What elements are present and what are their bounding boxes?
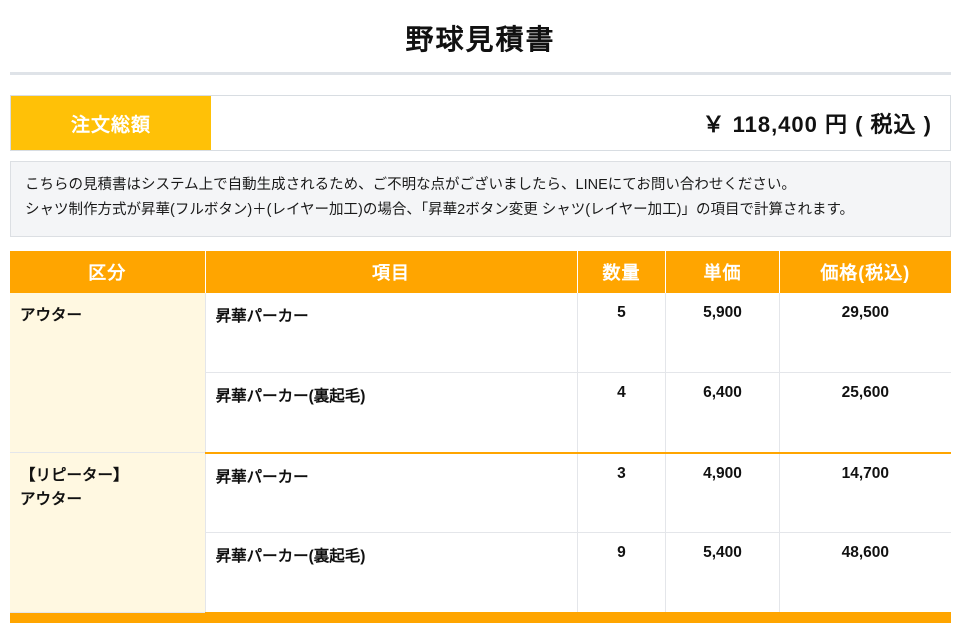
column-header-suryo: 数量	[577, 250, 667, 293]
items-table: 区分 項目 数量 単価 価格(税込) アウター 昇華パーカー 5 5,900 2…	[10, 250, 951, 623]
title-divider	[10, 72, 951, 75]
order-total-value: ￥ 118,400 円 ( 税込 )	[702, 112, 932, 137]
table-row: アウター 昇華パーカー 5 5,900 29,500	[10, 292, 951, 454]
item-name: 昇華パーカー	[205, 452, 578, 534]
item-price: 14,700	[779, 452, 951, 534]
notice-line-2: シャツ制作方式が昇華(フルボタン)＋(レイヤー加工)の場合、「昇華2ボタン変更 …	[25, 202, 854, 219]
table-row: 【リピーター】 アウター 昇華パーカー 3 4,900 14,700	[10, 452, 951, 614]
group-label-repeater-outer: 【リピーター】 アウター	[10, 452, 206, 614]
item-price: 29,500	[779, 292, 951, 374]
order-total-bar: 注文総額 ￥ 118,400 円 ( 税込 )	[10, 95, 951, 151]
items-table-wrapper: 区分 項目 数量 単価 価格(税込) アウター 昇華パーカー 5 5,900 2…	[10, 250, 951, 623]
notice-line-1: こちらの見積書はシステム上で自動生成されるため、ご不明な点がございましたら、LI…	[25, 177, 796, 193]
total-amount: 118,400	[779, 612, 951, 623]
item-price: 48,600	[779, 532, 951, 614]
table-row: 昇華パーカー(裏起毛) 4 6,400 25,600	[10, 372, 951, 454]
item-unit-price: 5,400	[665, 532, 780, 614]
order-total-label: 注文総額	[11, 96, 211, 150]
notice-box: こちらの見積書はシステム上で自動生成されるため、ご不明な点がございましたら、LI…	[10, 161, 951, 237]
column-header-tanka: 単価	[665, 250, 780, 293]
item-name: 昇華パーカー	[205, 292, 578, 374]
group-label-line-2: アウター	[20, 491, 83, 509]
item-quantity: 3	[577, 452, 667, 534]
item-quantity: 4	[577, 372, 667, 454]
total-label: 合計	[10, 612, 780, 623]
item-name: 昇華パーカー(裏起毛)	[205, 532, 578, 614]
item-unit-price: 4,900	[665, 452, 780, 534]
item-name: 昇華パーカー(裏起毛)	[205, 372, 578, 454]
item-unit-price: 5,900	[665, 292, 780, 374]
table-total-row: 合計 118,400	[10, 612, 951, 623]
item-price: 25,600	[779, 372, 951, 454]
group-label-line-1: 【リピーター】	[20, 467, 129, 485]
table-row: 昇華パーカー(裏起毛) 9 5,400 48,600	[10, 532, 951, 614]
column-header-kakaku: 価格(税込)	[779, 250, 951, 293]
page-title: 野球見積書	[405, 24, 556, 55]
item-unit-price: 6,400	[665, 372, 780, 454]
column-header-komoku: 項目	[205, 250, 578, 293]
item-quantity: 9	[577, 532, 667, 614]
item-quantity: 5	[577, 292, 667, 374]
column-header-kubun: 区分	[10, 250, 206, 293]
table-header-row: 区分 項目 数量 単価 価格(税込)	[10, 250, 951, 293]
group-label-outer: アウター	[10, 292, 206, 454]
